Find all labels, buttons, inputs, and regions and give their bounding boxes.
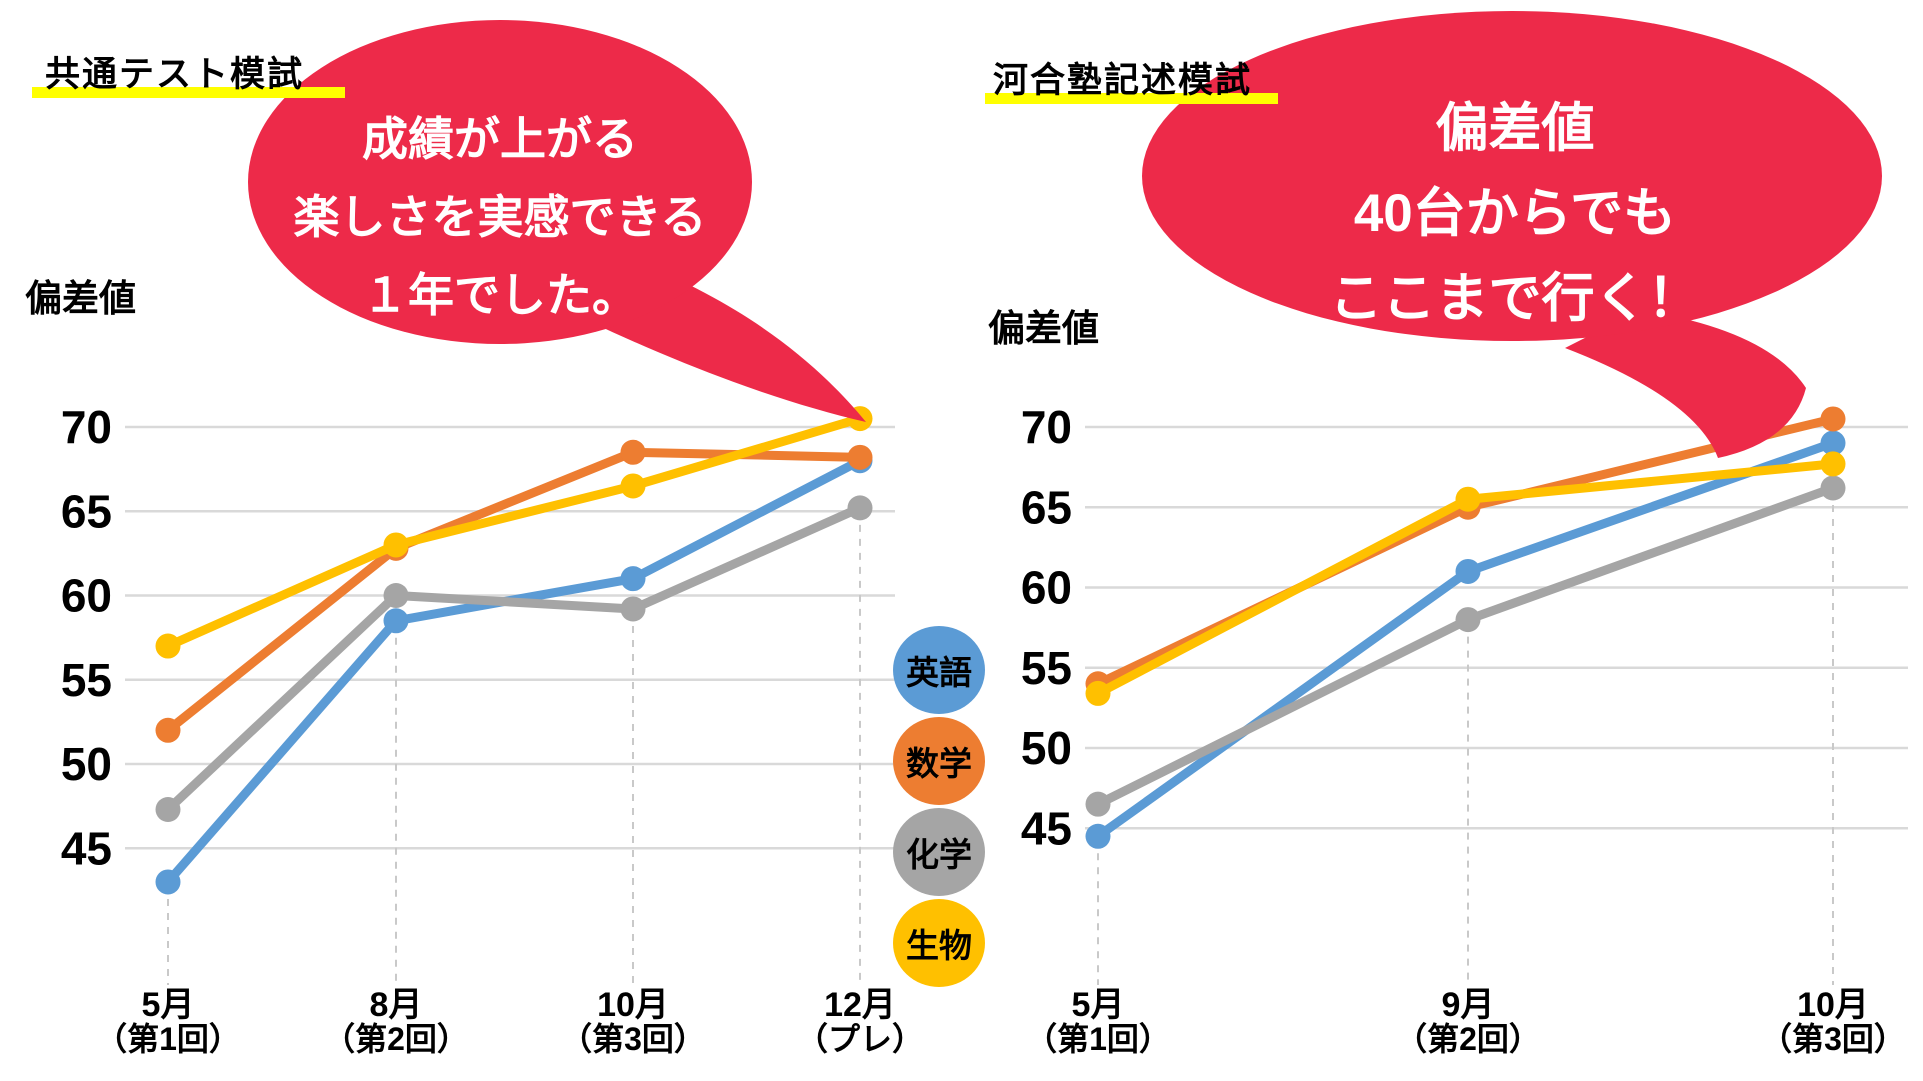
x-tick-round: （第1回） <box>95 1021 241 1057</box>
y-tick-label: 50 <box>1021 722 1072 774</box>
y-tick-label: 45 <box>1021 802 1072 854</box>
y-tick-label: 50 <box>61 738 112 790</box>
data-point <box>383 532 409 558</box>
data-point <box>847 495 873 521</box>
y-tick-label: 70 <box>1021 401 1072 453</box>
data-point <box>1085 791 1111 817</box>
legend-label: 英語 <box>906 654 972 691</box>
data-point <box>1455 558 1481 584</box>
data-point <box>620 439 646 465</box>
x-tick-month: 5月 <box>142 986 195 1024</box>
bubble-line: 偏差値 <box>1435 99 1595 158</box>
x-tick-month: 10月 <box>1797 986 1869 1024</box>
y-tick-label: 45 <box>61 822 112 874</box>
data-point <box>383 583 409 608</box>
y-tick-label: 65 <box>1021 481 1072 533</box>
right-chart-title: 河合塾記述模試 <box>993 61 1253 100</box>
x-tick-round: （第1回） <box>1025 1021 1171 1057</box>
legend-item-chemistry: 化学 <box>893 808 985 896</box>
data-point <box>155 717 181 743</box>
left-y-axis-title: 偏差値 <box>25 278 136 319</box>
left-speech-bubble-text: 成績が上がる 楽しさを実感できる １年でした。 <box>240 100 760 334</box>
data-point <box>1820 406 1846 432</box>
series-line <box>1093 414 1838 689</box>
data-point <box>620 566 646 592</box>
legend-label: 生物 <box>906 927 972 964</box>
x-tick-round: （第3回） <box>560 1021 706 1057</box>
bubble-line: ここまで行く！ <box>1329 269 1701 328</box>
bubble-line: １年でした。 <box>362 269 638 321</box>
left-title-underline <box>32 87 345 98</box>
data-point <box>155 869 181 895</box>
x-tick-round: （第2回） <box>1395 1021 1541 1057</box>
right-bubble-tail <box>1565 310 1806 458</box>
x-tick-month: 9月 <box>1442 986 1495 1024</box>
y-tick-label: 65 <box>61 485 112 537</box>
x-tick-round: （第2回） <box>323 1021 469 1057</box>
bubble-line: 成績が上がる <box>362 113 638 165</box>
legend-item-math: 数学 <box>893 717 985 805</box>
data-point <box>620 596 646 622</box>
data-point <box>155 633 181 659</box>
x-tick-round: （プレ） <box>796 1021 924 1057</box>
data-point <box>1820 451 1846 477</box>
y-tick-label: 60 <box>61 570 112 622</box>
y-tick-label: 55 <box>1021 642 1072 694</box>
x-tick-month: 5月 <box>1072 986 1125 1024</box>
data-point <box>383 608 409 634</box>
x-tick-month: 8月 <box>370 986 423 1024</box>
legend-item-english: 英語 <box>893 626 985 714</box>
left-speech-bubble <box>248 20 752 344</box>
data-point <box>1820 430 1846 456</box>
series-line <box>163 447 865 735</box>
data-point <box>620 473 646 499</box>
legend-label: 化学 <box>906 836 972 873</box>
y-tick-label: 60 <box>1021 562 1072 614</box>
data-point <box>155 796 181 822</box>
x-tick-month: 10月 <box>597 986 669 1024</box>
data-point <box>1455 607 1481 633</box>
x-tick-round: （第3回） <box>1760 1021 1906 1057</box>
bubble-line: 楽しさを実感できる <box>293 191 707 243</box>
right-speech-bubble-text: 偏差値 40台からでも ここまで行く！ <box>1145 86 1885 341</box>
x-tick-month: 12月 <box>824 986 896 1024</box>
series-line <box>163 503 865 814</box>
right-y-axis-title: 偏差値 <box>988 308 1099 349</box>
bubble-line: 40台からでも <box>1353 184 1677 243</box>
data-point <box>1820 475 1846 501</box>
legend-label: 数学 <box>906 745 972 782</box>
legend: 英語 数学 化学 生物 <box>893 626 985 990</box>
right-speech-bubble <box>1142 11 1882 341</box>
data-point <box>847 444 873 470</box>
data-point <box>1085 680 1111 706</box>
data-point <box>1455 486 1481 512</box>
right-title-underline <box>985 93 1278 104</box>
legend-item-biology: 生物 <box>893 899 985 987</box>
y-tick-label: 70 <box>61 401 112 453</box>
y-tick-label: 55 <box>61 654 112 706</box>
left-chart-title: 共通テスト模試 <box>45 55 305 94</box>
series-line <box>163 414 865 651</box>
data-point <box>1085 823 1111 849</box>
series-line <box>163 456 865 887</box>
